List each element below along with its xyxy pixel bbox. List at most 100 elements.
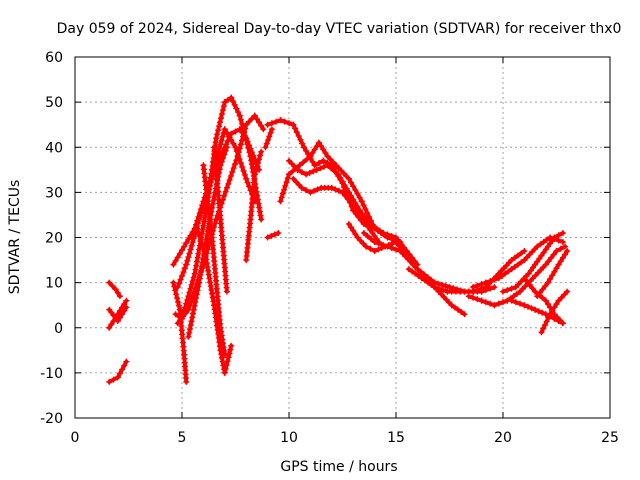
y-tick-label: -20 xyxy=(40,411,63,427)
data-point xyxy=(183,300,190,307)
data-point xyxy=(221,126,228,133)
data-point xyxy=(255,200,262,207)
data-point xyxy=(233,105,240,112)
data-point xyxy=(553,248,560,255)
data-point xyxy=(320,157,327,164)
data-point xyxy=(231,161,238,168)
data-point xyxy=(448,302,455,309)
y-tick-label: 20 xyxy=(45,231,63,247)
data-point xyxy=(500,299,506,306)
data-point xyxy=(294,166,301,173)
data-point xyxy=(539,294,546,301)
data-point xyxy=(187,322,194,329)
data-point xyxy=(539,309,546,316)
data-point xyxy=(348,224,355,231)
data-point xyxy=(508,257,515,264)
data-point xyxy=(350,202,357,209)
data-point xyxy=(197,212,204,219)
data-point xyxy=(289,168,296,175)
data-point xyxy=(175,302,182,309)
data-point xyxy=(559,320,566,327)
x-axis-ticks: 0 5 10 15 20 25 xyxy=(71,57,619,446)
data-point xyxy=(170,261,177,268)
data-point xyxy=(237,160,244,167)
data-point xyxy=(553,265,560,272)
data-point xyxy=(513,290,520,297)
x-tick-label: 25 xyxy=(601,430,619,446)
data-point xyxy=(273,118,280,125)
data-point xyxy=(254,196,261,203)
data-point xyxy=(431,284,438,291)
data-point xyxy=(339,178,346,185)
data-point xyxy=(237,141,244,148)
data-point xyxy=(207,279,214,286)
data-point xyxy=(500,288,506,295)
y-tick-label: 30 xyxy=(45,185,63,201)
data-point xyxy=(185,254,192,261)
data-point xyxy=(465,293,472,300)
data-point xyxy=(508,285,515,292)
data-point xyxy=(177,276,184,283)
data-point xyxy=(258,148,265,155)
data-point xyxy=(561,291,568,298)
data-point xyxy=(555,297,562,304)
data-point xyxy=(246,142,253,149)
data-point xyxy=(405,266,412,273)
data-point xyxy=(342,192,349,199)
data-point xyxy=(238,129,245,136)
data-point xyxy=(226,176,233,183)
series-arc-15 xyxy=(265,231,281,240)
data-point xyxy=(293,129,300,136)
data-point xyxy=(303,187,310,194)
data-point xyxy=(545,314,552,321)
data-point xyxy=(348,192,355,199)
data-point xyxy=(217,162,224,169)
data-point xyxy=(470,284,477,291)
data-point xyxy=(232,144,239,151)
data-point xyxy=(121,301,128,308)
data-point xyxy=(549,237,556,244)
data-point xyxy=(562,251,569,258)
data-point xyxy=(309,158,316,165)
data-point xyxy=(505,268,512,275)
y-tick-label: 10 xyxy=(45,276,63,292)
data-point xyxy=(376,227,383,234)
data-point xyxy=(395,242,402,249)
data-point xyxy=(363,243,370,250)
data-point xyxy=(303,156,310,163)
data-point xyxy=(181,265,188,272)
data-point xyxy=(187,246,194,253)
data-point xyxy=(428,281,435,288)
data-point xyxy=(116,307,123,314)
data-point xyxy=(415,272,422,279)
data-point xyxy=(277,117,284,124)
data-point xyxy=(217,119,224,126)
data-point xyxy=(268,120,275,127)
data-point xyxy=(535,308,542,315)
data-point xyxy=(564,288,571,295)
data-point xyxy=(282,182,289,189)
data-point xyxy=(205,271,212,278)
data-point xyxy=(547,240,554,247)
data-point xyxy=(328,165,335,172)
data-point xyxy=(200,201,207,208)
data-point xyxy=(176,250,183,257)
data-point xyxy=(271,231,278,238)
data-point xyxy=(207,283,214,290)
data-point xyxy=(455,306,462,313)
data-point xyxy=(223,184,230,191)
data-point xyxy=(537,241,544,248)
data-point xyxy=(461,311,468,318)
data-point xyxy=(215,127,222,134)
data-point xyxy=(510,293,517,300)
data-point xyxy=(247,145,254,152)
data-point xyxy=(264,121,271,128)
data-point xyxy=(527,267,534,274)
data-point xyxy=(283,179,290,186)
data-point xyxy=(514,261,521,268)
data-point xyxy=(246,118,253,125)
data-point xyxy=(123,297,130,304)
data-point xyxy=(393,239,399,246)
data-point xyxy=(521,302,528,309)
data-point xyxy=(108,321,115,328)
